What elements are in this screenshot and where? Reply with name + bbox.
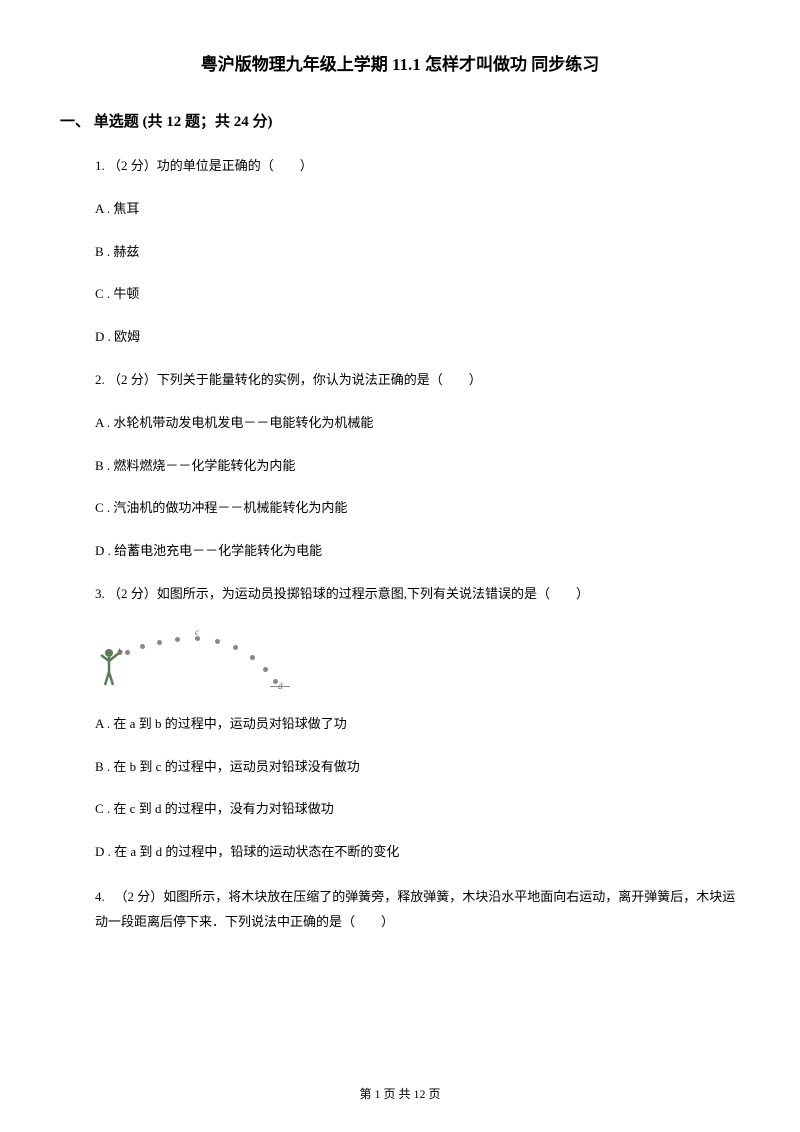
question-1-stem: 1. （2 分）功的单位是正确的（ ） [95, 156, 740, 177]
question-2-option-a: A . 水轮机带动发电机发电－－电能转化为机械能 [95, 413, 740, 434]
question-3-option-c: C . 在 c 到 d 的过程中，没有力对铅球做功 [95, 799, 740, 820]
section-header: 一、 单选题 (共 12 题；共 24 分) [60, 110, 740, 131]
trajectory-figure: b c d [95, 627, 295, 692]
trajectory-ball [140, 644, 145, 649]
question-2-stem: 2. （2 分）下列关于能量转化的实例，你认为说法正确的是（ ） [95, 370, 740, 391]
trajectory-ball [263, 667, 268, 672]
trajectory-ball [233, 645, 238, 650]
question-1-option-a: A . 焦耳 [95, 199, 740, 220]
trajectory-ball [125, 650, 130, 655]
page-footer: 第 1 页 共 12 页 [0, 1085, 800, 1102]
question-3-option-a: A . 在 a 到 b 的过程中，运动员对铅球做了功 [95, 714, 740, 735]
question-3-option-d: D . 在 a 到 d 的过程中，铅球的运动状态在不断的变化 [95, 842, 740, 863]
figure-label-b: b [118, 647, 123, 657]
ground-line [270, 686, 290, 687]
page-title: 粤沪版物理九年级上学期 11.1 怎样才叫做功 同步练习 [60, 50, 740, 75]
question-1-option-b: B . 赫兹 [95, 242, 740, 263]
question-1-option-d: D . 欧姆 [95, 327, 740, 348]
trajectory-ball [175, 637, 180, 642]
trajectory-ball [215, 639, 220, 644]
question-1-option-c: C . 牛顿 [95, 284, 740, 305]
question-2-option-c: C . 汽油机的做功冲程－－机械能转化为内能 [95, 498, 740, 519]
question-3-stem: 3. （2 分）如图所示，为运动员投掷铅球的过程示意图,下列有关说法错误的是（ … [95, 584, 740, 605]
trajectory-ball [195, 636, 200, 641]
trajectory-ball [157, 640, 162, 645]
trajectory-ball [273, 679, 278, 684]
question-2-option-b: B . 燃料燃烧－－化学能转化为内能 [95, 456, 740, 477]
trajectory-ball [250, 655, 255, 660]
question-4-stem: 4. （2 分）如图所示，将木块放在压缩了的弹簧旁，释放弹簧，木块沿水平地面向右… [95, 885, 740, 934]
question-3-option-b: B . 在 b 到 c 的过程中，运动员对铅球没有做功 [95, 757, 740, 778]
question-2-option-d: D . 给蓄电池充电－－化学能转化为电能 [95, 541, 740, 562]
